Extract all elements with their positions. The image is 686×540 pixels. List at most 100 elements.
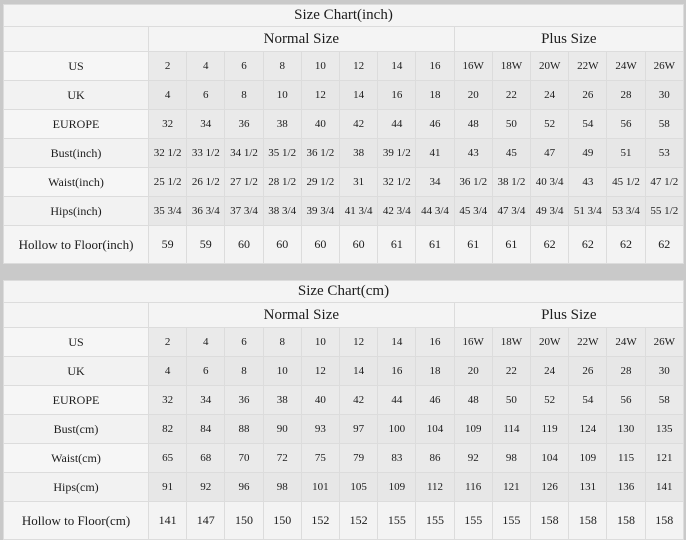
measurement-cell: 72: [262, 443, 302, 473]
chart-title-row: Size Chart(cm): [3, 280, 684, 303]
measurement-cell: 26 1/2: [186, 167, 226, 197]
measurement-cell: 50: [491, 385, 532, 415]
measurement-cell: 52: [530, 109, 570, 139]
measurement-cell: 26W: [644, 327, 684, 357]
measurement-cell: 22: [491, 80, 532, 110]
measurement-cell: 39 3/4: [300, 196, 341, 226]
measurement-cell: 24: [530, 80, 570, 110]
measurement-cell: 61: [415, 225, 455, 264]
measurement-cell: 59: [147, 225, 188, 264]
measurement-cell: 47 3/4: [491, 196, 532, 226]
measurement-cell: 40: [300, 385, 341, 415]
measurement-cell: 62: [530, 225, 570, 264]
measurement-cell: 14: [377, 51, 417, 81]
group-header-plus-size: Plus Size: [453, 26, 684, 52]
measurement-cell: 18W: [491, 51, 532, 81]
row-header-label: Bust(inch): [3, 138, 149, 168]
measurement-cell: 28: [606, 356, 646, 386]
measurement-cell: 60: [224, 225, 264, 264]
table-row: Hips(inch) 35 3/4 36 3/4 37 3/4 38 3/4 39 3/4…: [3, 196, 684, 226]
row-header-label: Hips(cm): [3, 472, 149, 502]
measurement-cell: 112: [415, 472, 455, 502]
measurement-cell: 79: [339, 443, 379, 473]
measurement-cell: 83: [377, 443, 417, 473]
measurement-cell: 158: [568, 501, 608, 540]
measurement-cell: 8: [262, 51, 302, 81]
measurement-cell: 104: [530, 443, 570, 473]
measurement-cell: 114: [491, 414, 532, 444]
measurement-cell: 20: [453, 80, 493, 110]
measurement-cell: 22W: [568, 51, 608, 81]
measurement-cell: 4: [147, 80, 188, 110]
measurement-cell: 152: [339, 501, 379, 540]
measurement-cell: 35 3/4: [147, 196, 188, 226]
measurement-cell: 124: [568, 414, 608, 444]
measurement-cell: 8: [224, 80, 264, 110]
size-chart-table: Size Chart(cm) Normal Size Plus Size US 2 4 6 8…: [3, 280, 684, 540]
measurement-cell: 34: [186, 385, 226, 415]
measurement-cell: 20W: [530, 327, 570, 357]
measurement-cell: 60: [262, 225, 302, 264]
table-row: Waist(cm) 65 68 70 72 75 79 83 86 92 98 104 109 115 12…: [3, 443, 684, 473]
measurement-cell: 68: [186, 443, 226, 473]
group-header-plus-size: Plus Size: [453, 302, 684, 328]
measurement-cell: 8: [262, 327, 302, 357]
table-row: Bust(cm) 82 84 88 90 93 97 100 104 109 114 119 124 13…: [3, 414, 684, 444]
measurement-cell: 16: [377, 356, 417, 386]
measurement-cell: 10: [300, 51, 341, 81]
measurement-cell: 32: [147, 385, 188, 415]
measurement-cell: 55 1/2: [644, 196, 684, 226]
measurement-cell: 86: [415, 443, 455, 473]
measurement-cell: 8: [224, 356, 264, 386]
measurement-cell: 16W: [453, 51, 493, 81]
measurement-cell: 109: [453, 414, 493, 444]
measurement-cell: 12: [339, 51, 379, 81]
measurement-cell: 34 1/2: [224, 138, 264, 168]
row-header-label: Hips(inch): [3, 196, 149, 226]
table-row: UK 4 6 8 10 12 14 16 18 20 22 24 26 28 30: [3, 80, 684, 110]
measurement-cell: 36 1/2: [300, 138, 341, 168]
measurement-cell: 37 3/4: [224, 196, 264, 226]
measurement-cell: 45: [491, 138, 532, 168]
measurement-cell: 10: [262, 80, 302, 110]
measurement-cell: 30: [644, 80, 684, 110]
measurement-cell: 47: [530, 138, 570, 168]
measurement-cell: 98: [262, 472, 302, 502]
measurement-cell: 24W: [606, 51, 646, 81]
measurement-cell: 65: [147, 443, 188, 473]
table-row: Hollow to Floor(cm) 141 147 150 150 152 152 155…: [3, 501, 684, 540]
measurement-cell: 75: [300, 443, 341, 473]
group-header-spacer: [3, 302, 149, 328]
measurement-cell: 40 3/4: [530, 167, 570, 197]
measurement-cell: 36 1/2: [453, 167, 493, 197]
measurement-cell: 61: [491, 225, 532, 264]
measurement-cell: 58: [644, 109, 684, 139]
measurement-cell: 29 1/2: [300, 167, 341, 197]
measurement-cell: 25 1/2: [147, 167, 188, 197]
measurement-cell: 22: [491, 356, 532, 386]
measurement-cell: 51 3/4: [568, 196, 608, 226]
measurement-cell: 20: [453, 356, 493, 386]
measurement-cell: 46: [415, 385, 455, 415]
measurement-cell: 12: [339, 327, 379, 357]
measurement-cell: 84: [186, 414, 226, 444]
row-header-label: US: [3, 51, 149, 81]
row-header-label: UK: [3, 356, 149, 386]
table-row: US 2 4 6 8 10 12 14 16 16W 18W 20W 22W 24W 26W: [3, 51, 684, 81]
measurement-cell: 53 3/4: [606, 196, 646, 226]
measurement-cell: 62: [606, 225, 646, 264]
measurement-cell: 4: [186, 51, 226, 81]
measurement-cell: 41: [415, 138, 455, 168]
measurement-cell: 26W: [644, 51, 684, 81]
row-header-label: EUROPE: [3, 385, 149, 415]
measurement-cell: 158: [530, 501, 570, 540]
measurement-cell: 12: [300, 80, 341, 110]
measurement-cell: 38: [262, 109, 302, 139]
group-header-spacer: [3, 26, 149, 52]
measurement-cell: 96: [224, 472, 264, 502]
measurement-cell: 14: [377, 327, 417, 357]
measurement-cell: 119: [530, 414, 570, 444]
size-charts-container: Size Chart(inch) Normal Size Plus Size US 2 4…: [3, 4, 684, 540]
measurement-cell: 16: [415, 327, 455, 357]
measurement-cell: 40: [300, 109, 341, 139]
